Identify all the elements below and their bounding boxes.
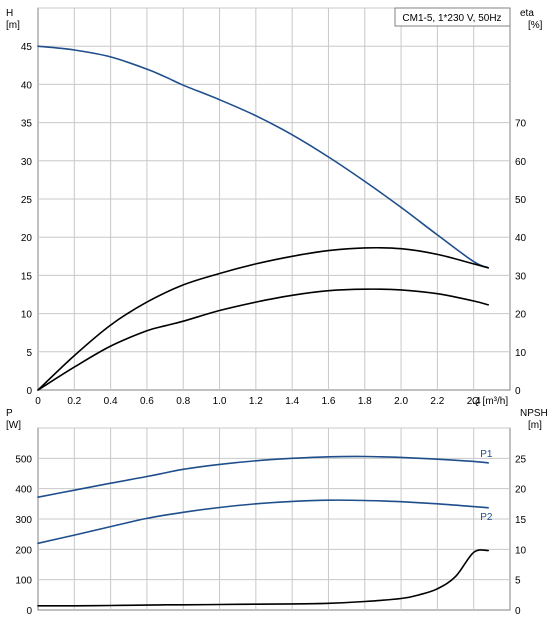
- y-tick-label-right: 70: [515, 119, 527, 130]
- y-tick-label-left: 15: [21, 271, 33, 282]
- y-tick-label-right: 0: [515, 386, 521, 397]
- series-line-p2: [37, 499, 489, 545]
- y-axis-label-left: H: [6, 8, 13, 19]
- y-axis-label-right: eta: [520, 8, 534, 19]
- series-line-p1-1: [37, 45, 489, 269]
- y-tick-label-right: 10: [515, 348, 527, 359]
- x-tick-label: 0.8: [176, 396, 190, 407]
- series-line-p1-3: [37, 288, 489, 391]
- series-line-p1: [37, 455, 489, 498]
- y-tick-label-left: 20: [21, 233, 33, 244]
- y-axis-unit-right: [m]: [528, 420, 542, 431]
- y-tick-label-left: 10: [21, 310, 33, 321]
- y-tick-label-left: 300: [15, 515, 32, 526]
- series-label-p1: P1: [480, 449, 493, 460]
- y-tick-label-right: 40: [515, 233, 527, 244]
- y-axis-unit-left: [W]: [6, 420, 21, 431]
- y-axis-label-right: NPSH: [520, 408, 548, 419]
- y-tick-label-left: 0: [26, 386, 32, 397]
- x-tick-label: 0.6: [140, 396, 154, 407]
- chart-panel-1: 0 5 10 15 20 25 30 35 40 45 0 10 20 30 40 50 60 70 H[m] eta…: [6, 7, 543, 407]
- y-tick-label-right: 10: [515, 545, 527, 556]
- chart-title: CM1-5, 1*230 V, 50Hz: [402, 13, 501, 24]
- y-tick-label-left: 100: [15, 576, 32, 587]
- x-tick-label: 0.4: [104, 396, 118, 407]
- y-tick-label-left: 35: [21, 119, 33, 130]
- x-tick-label: 2.4: [467, 396, 481, 407]
- y-tick-label-right: 50: [515, 195, 527, 206]
- y-tick-label-right: 0: [515, 606, 521, 617]
- y-tick-label-left: 0: [26, 606, 32, 617]
- y-tick-label-right: 60: [515, 157, 527, 168]
- y-tick-label-left: 500: [15, 454, 32, 465]
- legend-title-box: CM1-5, 1*230 V, 50Hz: [394, 7, 511, 27]
- y-tick-label-left: 200: [15, 545, 32, 556]
- y-axis-unit-left: [m]: [6, 20, 20, 31]
- y-tick-label-left: 25: [21, 195, 33, 206]
- title-box-frame: [394, 7, 511, 27]
- y-tick-label-left: 400: [15, 485, 32, 496]
- y-tick-label-left: 45: [21, 42, 33, 53]
- y-tick-label-right: 30: [515, 271, 527, 282]
- x-tick-label: 2.2: [430, 396, 444, 407]
- chart-panel-2: 0 100 200 300 400 500 0 5 10 15 20 25 P[W] NPSH[m] P1 P…: [6, 408, 548, 617]
- y-tick-label-left: 30: [21, 157, 33, 168]
- y-axis-label-left: P: [6, 408, 13, 419]
- x-axis-label: Q [m³/h]: [472, 396, 508, 407]
- x-tick-label: 0: [35, 396, 41, 407]
- series-label-p2: P2: [480, 512, 493, 523]
- y-tick-label-right: 20: [515, 310, 527, 321]
- x-tick-label: 1.2: [249, 396, 263, 407]
- grid: [38, 427, 510, 610]
- x-tick-label: 1.0: [213, 396, 227, 407]
- series-line-p1-2: [37, 246, 489, 391]
- x-tick-label: 0.2: [67, 396, 81, 407]
- grid: [38, 7, 510, 390]
- series-line-p2-3: [37, 549, 489, 607]
- y-tick-label-right: 5: [515, 576, 521, 587]
- y-tick-label-right: 15: [515, 515, 527, 526]
- y-tick-label-right: 25: [515, 454, 527, 465]
- y-axis-unit-right: [%]: [528, 20, 543, 31]
- y-tick-label-left: 40: [21, 80, 33, 91]
- x-tick-label: 1.4: [285, 396, 299, 407]
- x-tick-label: 1.8: [358, 396, 372, 407]
- x-tick-label: 1.6: [322, 396, 336, 407]
- x-tick-label: 2.0: [394, 396, 408, 407]
- y-tick-label-left: 5: [26, 348, 32, 359]
- y-tick-label-right: 20: [515, 485, 527, 496]
